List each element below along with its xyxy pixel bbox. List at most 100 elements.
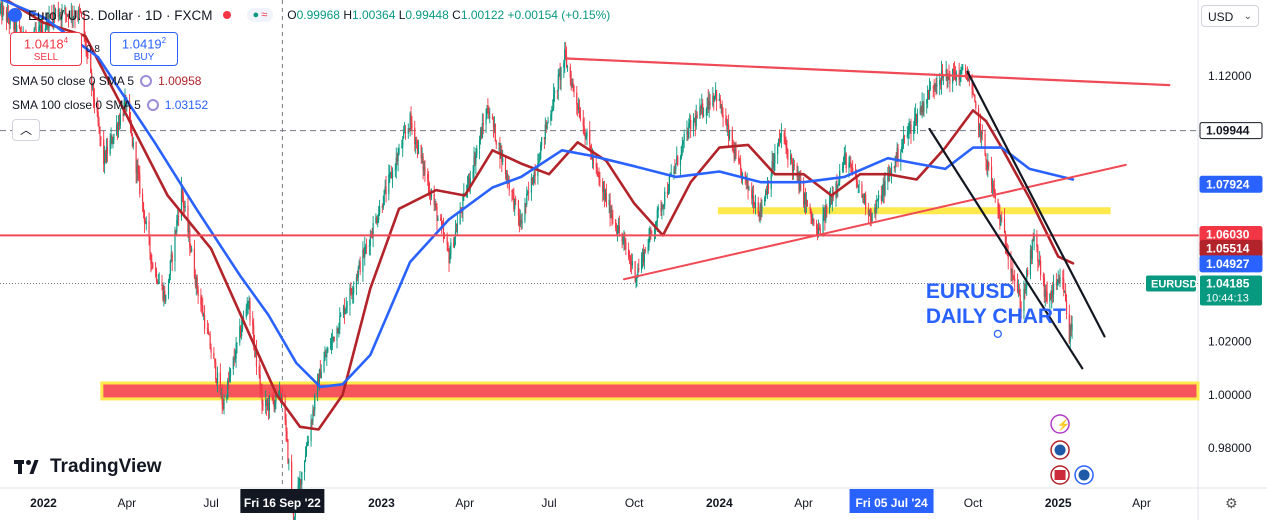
candle-body: [506, 172, 508, 184]
symbol-title[interactable]: Euro / U.S. Dollar · 1D · FXCM: [28, 7, 213, 23]
candle-body: [862, 195, 864, 198]
candle-body: [85, 40, 87, 53]
candle-body: [446, 237, 448, 245]
wave-icon[interactable]: ≈: [261, 9, 268, 21]
candle-body: [702, 103, 704, 116]
candle-body: [634, 261, 636, 281]
candle-body: [598, 175, 600, 180]
candle-body: [86, 52, 88, 55]
candle-body: [831, 194, 833, 205]
candle-body: [570, 78, 572, 88]
indicator-sma50[interactable]: SMA 50 close 0 SMA 5 1.00958: [12, 74, 201, 88]
candle-body: [858, 184, 860, 186]
candle-body: [220, 392, 222, 395]
candle-body: [615, 219, 617, 228]
candle-body: [287, 439, 289, 463]
cycle-icon[interactable]: [146, 99, 159, 111]
candle-body: [714, 95, 716, 101]
candle-body: [59, 14, 61, 16]
candle-body: [1051, 290, 1053, 298]
candle-body: [1007, 255, 1009, 259]
candle-body: [845, 153, 847, 169]
candle-body: [920, 107, 922, 113]
candle-body: [434, 203, 436, 205]
candle-body: [576, 92, 578, 105]
close-label: C: [452, 8, 461, 22]
symbol-tag-box: [1146, 275, 1196, 292]
candle-body: [87, 54, 89, 55]
candle-body: [281, 397, 283, 402]
candle-body: [3, 7, 5, 10]
candle-body: [965, 67, 967, 74]
candle-body: [687, 130, 689, 138]
candle-body: [998, 208, 1000, 214]
x-highlight-label: Fri 05 Jul '24: [855, 496, 928, 510]
candle-body: [835, 183, 837, 198]
candle-body: [416, 141, 419, 154]
candle-body: [293, 516, 296, 520]
cycle-icon[interactable]: [140, 75, 153, 87]
chart-header: Euro / U.S. Dollar · 1D · FXCM ● ≈ O0.99…: [8, 3, 610, 27]
candle-body: [177, 216, 179, 220]
candle-body: [415, 141, 417, 145]
candle-body: [216, 379, 218, 383]
candle-body: [877, 199, 879, 201]
candle-body: [194, 277, 196, 286]
eye-icon[interactable]: ●: [252, 9, 260, 21]
candle-body: [96, 105, 98, 113]
candle-body: [728, 124, 730, 139]
candle-body: [935, 84, 937, 87]
candle-body: [414, 127, 416, 145]
candle-body: [696, 114, 698, 119]
candle-body: [806, 200, 808, 207]
candle-body: [648, 238, 650, 248]
candle-body: [880, 195, 882, 201]
candle-body: [197, 289, 199, 297]
candle-body: [178, 216, 180, 218]
currency-select[interactable]: USD ⌄: [1201, 5, 1259, 27]
candle-body: [389, 173, 391, 175]
candle-body: [767, 183, 770, 189]
candle-body: [837, 185, 839, 188]
candle-body: [975, 102, 977, 108]
candle-body: [793, 164, 795, 166]
candle-body: [615, 227, 618, 233]
x-tick-label: Jul: [541, 496, 556, 510]
candle-body: [906, 135, 908, 137]
candle-body: [517, 200, 520, 217]
candle-body: [92, 83, 95, 99]
candle-body: [694, 118, 696, 126]
candle-body: [635, 278, 637, 281]
candle-body: [870, 216, 872, 222]
sell-button[interactable]: 1.04184 SELL: [10, 32, 82, 66]
candle-body: [300, 479, 302, 485]
candle-body: [797, 174, 799, 177]
candle-body: [64, 8, 66, 10]
candle-body: [559, 72, 561, 81]
candle-body: [364, 246, 366, 257]
candle-body: [403, 132, 405, 139]
indicator-sma100[interactable]: SMA 100 close 0 SMA 5 1.03152: [12, 98, 208, 112]
candle-body: [246, 306, 248, 309]
candle-body: [326, 352, 328, 357]
gear-icon[interactable]: ⚙: [1225, 495, 1238, 511]
candle-body: [234, 358, 236, 360]
candle-body: [520, 219, 522, 223]
candle-body: [421, 156, 423, 159]
candle-body: [350, 287, 352, 293]
candle-body: [543, 137, 545, 139]
candle-body: [67, 15, 70, 20]
close-value: 1.00122: [460, 8, 505, 22]
collapse-legend-button[interactable]: ︿: [12, 119, 40, 141]
candle-body: [715, 89, 718, 102]
indicator-toggle[interactable]: ● ≈: [246, 8, 274, 22]
candle-body: [525, 203, 527, 205]
candle-body: [778, 138, 780, 146]
candle-body: [618, 226, 620, 234]
candle-body: [216, 372, 219, 383]
buy-button[interactable]: 1.04192 BUY: [110, 32, 178, 66]
candle-body: [385, 186, 387, 195]
candle-body: [299, 479, 301, 484]
